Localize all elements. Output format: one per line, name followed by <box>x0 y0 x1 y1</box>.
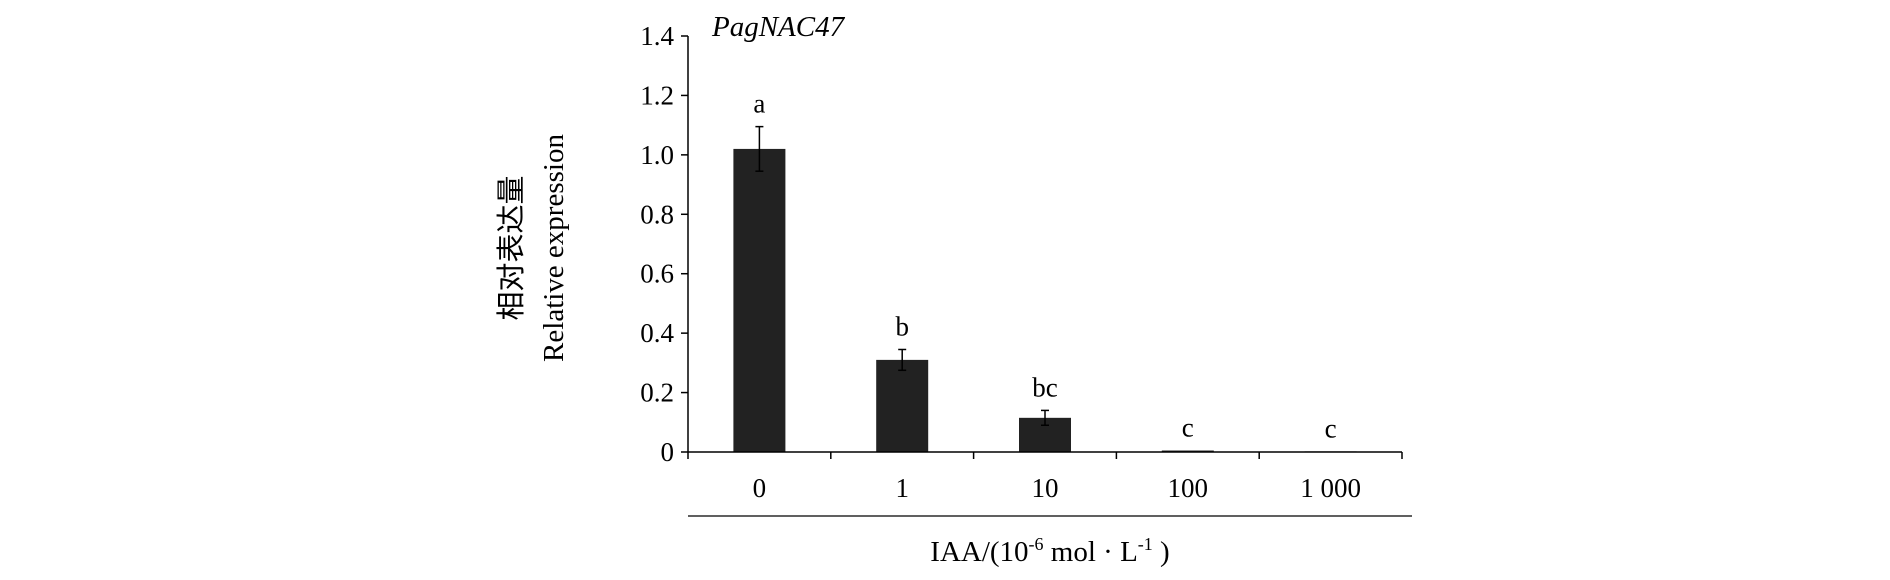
x-axis-title-post: ) <box>1153 536 1170 568</box>
y-tick-label-4: 0.8 <box>640 199 674 229</box>
significance-label-4: c <box>1325 413 1337 443</box>
x-axis-title-mid: mol · L <box>1044 536 1138 568</box>
x-tick-label-0: 0 <box>753 473 767 503</box>
x-tick-label-4: 1 000 <box>1300 473 1361 503</box>
x-axis-title-exponent-1: -6 <box>1029 534 1044 554</box>
bars-group <box>733 148 1357 452</box>
x-axis-title-pre: IAA/(10 <box>930 536 1028 568</box>
significance-label-2: bc <box>1032 372 1058 402</box>
x-tick-label-1: 1 <box>895 473 909 503</box>
significance-label-1: b <box>895 311 909 341</box>
y-axis-title: Relative expression <box>538 134 570 362</box>
axes-group: 0 1 10 100 1 000 0 0.2 0.4 0.6 0.8 1.0 1.2 1.4 <box>640 21 1403 503</box>
bar-1 <box>876 359 929 452</box>
y-tick-label-0: 0 <box>661 437 675 467</box>
significance-labels-group: a b bc c c <box>753 89 1336 444</box>
bar-0 <box>733 148 786 452</box>
x-axis-title-exponent-2: -1 <box>1138 534 1153 554</box>
x-axis-title: IAA/(10-6 mol · L-1 ) <box>930 534 1169 568</box>
y-axis-title-chinese: 相对表达量 <box>495 175 528 320</box>
y-tick-label-5: 1.0 <box>640 140 674 170</box>
chart-title: PagNAC47 <box>711 11 846 43</box>
y-tick-label-6: 1.2 <box>640 80 674 110</box>
y-tick-label-2: 0.4 <box>640 318 674 348</box>
y-tick-label-1: 0.2 <box>640 378 674 408</box>
error-bars-group <box>755 125 1049 427</box>
significance-label-0: a <box>753 89 765 119</box>
x-tick-label-3: 100 <box>1168 473 1209 503</box>
y-tick-label-3: 0.6 <box>640 259 674 289</box>
y-tick-label-7: 1.4 <box>640 21 674 51</box>
x-tick-label-2: 10 <box>1032 473 1059 503</box>
significance-label-3: c <box>1182 413 1194 443</box>
